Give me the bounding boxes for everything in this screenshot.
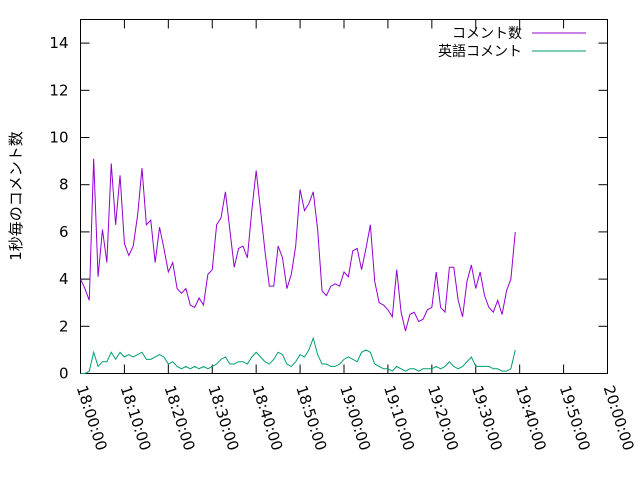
- series-group: [80, 158, 516, 374]
- plot-frame: [80, 19, 608, 374]
- x-tick-label: 18:50:00: [292, 383, 330, 453]
- y-tick-label: 14: [49, 34, 68, 52]
- x-tick-label: 18:00:00: [73, 383, 111, 453]
- x-tick-label: 19:00:00: [336, 383, 374, 453]
- x-tick-label: 19:20:00: [424, 383, 462, 453]
- y-tick-label: 4: [59, 270, 69, 288]
- y-tick-label: 2: [59, 317, 69, 335]
- legend-label: 英語コメント: [438, 43, 522, 60]
- x-tick-label: 19:30:00: [468, 383, 506, 453]
- y-tick-label: 10: [49, 129, 68, 147]
- legend-label: コメント数: [452, 26, 522, 42]
- x-tick-label: 18:30:00: [204, 383, 242, 453]
- y-tick-label: 8: [59, 176, 69, 194]
- series-line-1: [80, 158, 516, 332]
- series-line-2: [80, 336, 516, 374]
- x-tick-label: 19:40:00: [512, 383, 550, 453]
- y-tick-label: 12: [49, 81, 68, 99]
- y-axis-label: 1秒毎のコメント数: [7, 131, 25, 261]
- x-tick-label: 18:10:00: [117, 383, 155, 453]
- x-axis: 18:00:00 18:10:00 18:20:00 18:30:00 18:40:00…: [73, 19, 638, 453]
- x-tick-label: 20:00:00: [600, 383, 638, 453]
- x-tick-label: 19:10:00: [380, 383, 418, 453]
- y-axis: 0 2 4 6 8 10 12 14: [49, 34, 608, 383]
- x-tick-label: 19:50:00: [556, 383, 594, 453]
- x-tick-label: 18:20:00: [161, 383, 199, 453]
- x-tick-label: 18:40:00: [248, 383, 286, 453]
- y-tick-label: 6: [59, 223, 69, 241]
- y-tick-label: 0: [59, 365, 69, 383]
